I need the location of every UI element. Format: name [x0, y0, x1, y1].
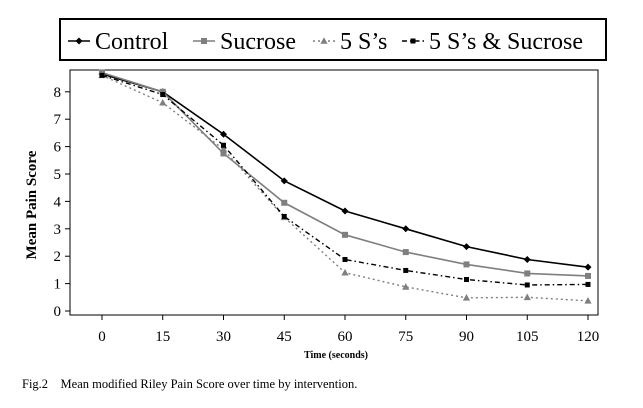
data-point — [99, 72, 105, 78]
data-point — [159, 98, 167, 106]
data-point — [341, 268, 349, 276]
data-point — [463, 261, 470, 268]
legend-item: Sucrose — [193, 29, 296, 55]
data-point — [585, 281, 591, 287]
legend-item: 5 S’s — [313, 29, 387, 55]
data-point — [462, 294, 471, 301]
x-tick-label: 0 — [98, 329, 106, 345]
y-tick-label: 2 — [54, 249, 62, 265]
x-tick-label: 30 — [216, 329, 231, 345]
y-tick-label: 3 — [54, 222, 62, 238]
series-3 — [98, 71, 592, 304]
data-point — [464, 276, 469, 282]
data-point — [341, 207, 349, 215]
legend-label: 5 S’s & Sucrose — [429, 29, 583, 55]
data-point — [281, 213, 287, 219]
y-tick-label: 1 — [54, 277, 62, 293]
y-tick-label: 8 — [54, 85, 62, 101]
data-point — [524, 282, 530, 288]
x-ticks: 0 15 30 45 60 75 90 105 120 — [98, 315, 599, 345]
legend: Control Sucrose 5 S’s 5 S’s & Sucrose — [68, 29, 583, 55]
x-tick-label: 75 — [398, 329, 413, 345]
x-tick-label: 60 — [338, 329, 353, 345]
x-tick-label: 120 — [577, 329, 600, 345]
data-point — [403, 267, 409, 273]
data-point — [220, 130, 227, 138]
series-line — [101, 74, 589, 302]
data-point — [584, 263, 592, 271]
legend-item: Control — [68, 29, 169, 55]
legend-label: Control — [95, 29, 169, 55]
y-tick-label: 5 — [54, 167, 62, 183]
legend-label: Sucrose — [220, 29, 296, 55]
data-point — [342, 231, 348, 238]
x-tick-label: 15 — [155, 329, 170, 345]
data-point — [402, 225, 410, 233]
x-tick-label: 45 — [277, 329, 292, 345]
y-tick-label: 6 — [54, 140, 62, 156]
data-point — [281, 199, 288, 206]
series-line — [101, 71, 589, 277]
data-point — [584, 297, 592, 304]
data-point — [342, 256, 348, 262]
series-4 — [99, 72, 591, 288]
series-1 — [98, 70, 592, 271]
x-axis-label: Time (seconds) — [304, 350, 368, 361]
data-point — [160, 92, 166, 98]
series-line — [101, 73, 589, 268]
series-line — [101, 74, 589, 286]
legend-label: 5 S’s — [340, 29, 387, 55]
y-tick-label: 0 — [54, 304, 62, 320]
x-tick-label: 105 — [516, 329, 539, 345]
data-point — [159, 88, 166, 95]
legend-swatch-marker — [410, 38, 416, 44]
y-tick-label: 4 — [54, 194, 62, 210]
series-2 — [99, 69, 591, 279]
legend-swatch-marker — [201, 38, 207, 44]
y-axis-label: Mean Pain Score — [24, 150, 40, 259]
plot-area — [69, 69, 599, 316]
data-point — [220, 150, 227, 157]
y-ticks: 0 1 2 3 4 5 6 7 8 — [54, 85, 70, 320]
y-tick-label: 7 — [54, 112, 62, 128]
legend-swatch-marker — [75, 37, 83, 45]
legend-item: 5 S’s & Sucrose — [402, 29, 583, 55]
data-point — [280, 177, 288, 185]
legend-box — [59, 18, 607, 61]
x-tick-label: 90 — [459, 329, 474, 345]
data-point — [402, 283, 410, 290]
data-point — [219, 145, 228, 153]
data-point — [523, 293, 531, 301]
data-point — [523, 255, 531, 263]
data-point — [463, 243, 470, 251]
legend-swatch-marker — [320, 37, 328, 44]
data-point — [402, 249, 409, 256]
series-group — [98, 69, 592, 304]
data-point — [524, 270, 531, 277]
data-point — [585, 272, 591, 279]
figure-caption: Fig.2 Mean modified Riley Pain Score ove… — [22, 377, 357, 391]
data-point — [221, 142, 226, 148]
